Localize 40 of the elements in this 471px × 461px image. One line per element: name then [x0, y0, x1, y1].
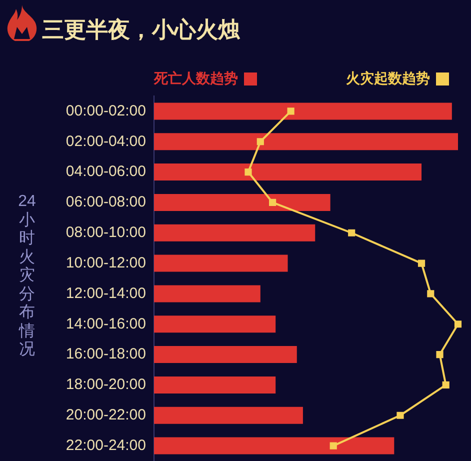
y-tick-label: 00:00-02:00: [66, 102, 146, 120]
bar: [154, 437, 394, 454]
y-tick-label: 16:00-18:00: [66, 346, 146, 363]
point: [442, 381, 450, 389]
bar: [154, 164, 422, 181]
y-tick-label: 22:00-24:00: [66, 436, 146, 454]
point: [269, 198, 276, 206]
y-tick-label: 20:00-22:00: [66, 406, 146, 424]
chart-title: 三更半夜，小心火烛: [42, 16, 240, 44]
text: 24小时火灾分布情况: [18, 193, 36, 358]
point: [436, 350, 444, 358]
point: [244, 168, 252, 176]
point: [427, 290, 434, 298]
bar: [154, 254, 288, 272]
legend-label: 死亡人数趋势: [153, 70, 238, 86]
legend-label: 火灾起数趋势: [346, 70, 430, 86]
y-tick-label: 02:00-04:00: [66, 132, 146, 150]
bar: [154, 285, 260, 302]
bar: [154, 316, 276, 333]
y-tick-label: 08:00-10:00: [66, 224, 146, 242]
bar: [154, 406, 303, 424]
point: [330, 442, 337, 450]
y-tick-label: 06:00-08:00: [66, 194, 146, 211]
point: [418, 260, 426, 267]
y-tick-label: 18:00-20:00: [66, 376, 146, 394]
bar: [154, 194, 330, 211]
y-tick-label: 10:00-12:00: [66, 254, 146, 272]
point: [454, 320, 462, 328]
point: [256, 138, 264, 146]
y-tick-label: 14:00-16:00: [66, 315, 146, 332]
bar: [154, 346, 297, 364]
bar: [154, 376, 276, 394]
point: [348, 229, 356, 236]
y-tick-label: 04:00-06:00: [66, 163, 146, 180]
bar: [154, 102, 452, 120]
point: [287, 108, 294, 115]
bar: [154, 224, 316, 242]
bar: [154, 133, 458, 150]
point: [396, 412, 404, 419]
y-tick-label: 12:00-14:00: [66, 284, 146, 302]
